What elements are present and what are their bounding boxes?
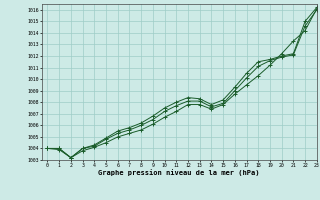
X-axis label: Graphe pression niveau de la mer (hPa): Graphe pression niveau de la mer (hPa) <box>99 169 260 176</box>
